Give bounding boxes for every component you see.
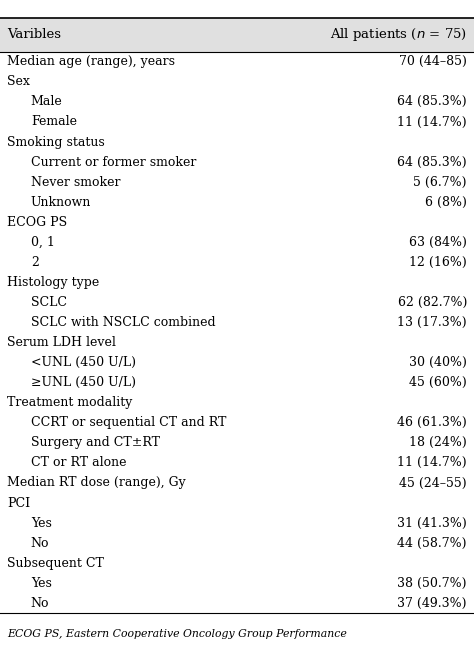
Text: 70 (44–85): 70 (44–85): [399, 55, 467, 69]
Text: <UNL (450 U/L): <UNL (450 U/L): [31, 356, 136, 369]
Text: No: No: [31, 597, 49, 610]
Text: Surgery and CT±RT: Surgery and CT±RT: [31, 436, 160, 450]
Text: Current or former smoker: Current or former smoker: [31, 155, 196, 169]
Text: CT or RT alone: CT or RT alone: [31, 456, 126, 470]
Text: 0, 1: 0, 1: [31, 236, 55, 249]
Text: Smoking status: Smoking status: [7, 135, 105, 149]
Text: 11 (14.7%): 11 (14.7%): [397, 115, 467, 129]
Text: 38 (50.7%): 38 (50.7%): [397, 576, 467, 590]
Text: Treatment modality: Treatment modality: [7, 396, 133, 410]
Text: 37 (49.3%): 37 (49.3%): [397, 597, 467, 610]
Text: 45 (60%): 45 (60%): [409, 376, 467, 389]
Text: Never smoker: Never smoker: [31, 175, 120, 189]
Text: Median RT dose (range), Gy: Median RT dose (range), Gy: [7, 476, 186, 490]
Text: 62 (82.7%): 62 (82.7%): [398, 296, 467, 309]
Text: No: No: [31, 536, 49, 550]
Text: SCLC with NSCLC combined: SCLC with NSCLC combined: [31, 316, 216, 329]
Text: Varibles: Varibles: [7, 28, 61, 41]
Text: 6 (8%): 6 (8%): [425, 195, 467, 209]
Text: 12 (16%): 12 (16%): [409, 256, 467, 269]
Text: All patients ($n$ = 75): All patients ($n$ = 75): [330, 27, 467, 43]
Text: Subsequent CT: Subsequent CT: [7, 556, 104, 570]
Text: PCI: PCI: [7, 496, 30, 510]
Text: 45 (24–55): 45 (24–55): [399, 476, 467, 490]
Text: Female: Female: [31, 115, 77, 129]
Text: ECOG PS: ECOG PS: [7, 215, 67, 229]
Text: Sex: Sex: [7, 75, 30, 89]
Text: 44 (58.7%): 44 (58.7%): [397, 536, 467, 550]
Text: 46 (61.3%): 46 (61.3%): [397, 416, 467, 430]
Text: SCLC: SCLC: [31, 296, 67, 309]
Text: 11 (14.7%): 11 (14.7%): [397, 456, 467, 470]
Text: Yes: Yes: [31, 576, 52, 590]
Text: 2: 2: [31, 256, 39, 269]
Text: 5 (6.7%): 5 (6.7%): [413, 175, 467, 189]
Text: 18 (24%): 18 (24%): [409, 436, 467, 450]
Text: 63 (84%): 63 (84%): [409, 236, 467, 249]
Text: CCRT or sequential CT and RT: CCRT or sequential CT and RT: [31, 416, 226, 430]
Text: 64 (85.3%): 64 (85.3%): [397, 95, 467, 109]
Text: ≥UNL (450 U/L): ≥UNL (450 U/L): [31, 376, 136, 389]
Text: Median age (range), years: Median age (range), years: [7, 55, 175, 69]
Text: Serum LDH level: Serum LDH level: [7, 336, 116, 349]
Bar: [0, 18, 474, 52]
Text: 30 (40%): 30 (40%): [409, 356, 467, 369]
Text: ECOG PS, Eastern Cooperative Oncology Group Performance: ECOG PS, Eastern Cooperative Oncology Gr…: [7, 630, 347, 639]
Text: 64 (85.3%): 64 (85.3%): [397, 155, 467, 169]
Text: 31 (41.3%): 31 (41.3%): [397, 516, 467, 530]
Text: Histology type: Histology type: [7, 276, 100, 289]
Text: Unknown: Unknown: [31, 195, 91, 209]
Text: 13 (17.3%): 13 (17.3%): [397, 316, 467, 329]
Text: Yes: Yes: [31, 516, 52, 530]
Text: Male: Male: [31, 95, 63, 109]
